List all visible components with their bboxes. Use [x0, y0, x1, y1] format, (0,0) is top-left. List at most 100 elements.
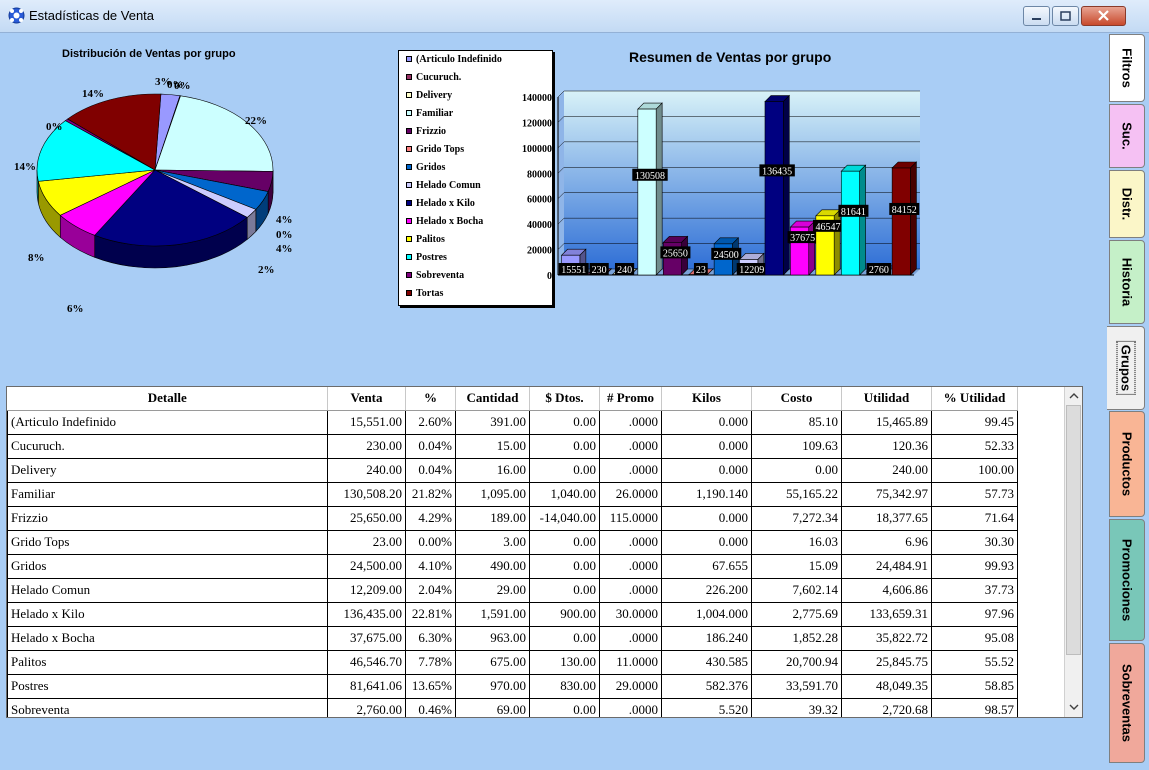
table-cell-detail[interactable]: Helado Comun: [7, 577, 328, 603]
tab-productos[interactable]: Productos: [1109, 411, 1145, 517]
table-cell[interactable]: 99.93: [931, 553, 1018, 579]
table-cell[interactable]: 15.09: [751, 553, 842, 579]
table-cell[interactable]: 11.0000: [599, 649, 662, 675]
table-cell[interactable]: 0.000: [661, 529, 752, 555]
table-row[interactable]: Palitos 46,546.70 7.78% 675.00 130.00 11.0000…: [7, 649, 1018, 675]
table-row[interactable]: Helado x Bocha 37,675.00 6.30% 963.00 0.00.0…: [7, 625, 1018, 651]
column-header[interactable]: Kilos: [661, 387, 752, 411]
table-cell[interactable]: .0000: [599, 625, 662, 651]
table-cell[interactable]: 4,606.86: [841, 577, 932, 603]
table-cell[interactable]: 26.0000: [599, 481, 662, 507]
table-cell[interactable]: 133,659.31: [841, 601, 932, 627]
table-cell[interactable]: 15,551.00: [327, 409, 406, 435]
table-cell[interactable]: 0.04%: [405, 433, 456, 459]
table-cell[interactable]: 37.73: [931, 577, 1018, 603]
table-cell[interactable]: 52.33: [931, 433, 1018, 459]
table-cell[interactable]: 0.46%: [405, 697, 456, 717]
table-cell-detail[interactable]: Delivery: [7, 457, 328, 483]
table-cell[interactable]: .0000: [599, 553, 662, 579]
table-cell[interactable]: 55,165.22: [751, 481, 842, 507]
table-cell[interactable]: 240.00: [327, 457, 406, 483]
table-cell[interactable]: 2,760.00: [327, 697, 406, 717]
vertical-scrollbar[interactable]: [1064, 387, 1082, 717]
table-cell[interactable]: 0.00: [529, 625, 600, 651]
table-cell[interactable]: 5.520: [661, 697, 752, 717]
table-cell[interactable]: .0000: [599, 457, 662, 483]
table-cell[interactable]: 1,040.00: [529, 481, 600, 507]
table-cell[interactable]: 16.00: [455, 457, 530, 483]
table-cell[interactable]: 0.00: [529, 529, 600, 555]
table-cell[interactable]: 0.000: [661, 505, 752, 531]
table-cell[interactable]: 67.655: [661, 553, 752, 579]
table-cell[interactable]: 30.30: [931, 529, 1018, 555]
table-cell[interactable]: 109.63: [751, 433, 842, 459]
table-cell-detail[interactable]: Grido Tops: [7, 529, 328, 555]
table-cell[interactable]: 7.78%: [405, 649, 456, 675]
scroll-up-icon[interactable]: [1069, 392, 1079, 400]
table-cell[interactable]: 240.00: [841, 457, 932, 483]
table-cell[interactable]: 12,209.00: [327, 577, 406, 603]
table-cell[interactable]: 57.73: [931, 481, 1018, 507]
table-cell[interactable]: 37,675.00: [327, 625, 406, 651]
table-cell[interactable]: 75,342.97: [841, 481, 932, 507]
table-row[interactable]: Helado x Kilo 136,435.00 22.81% 1,591.00 900…: [7, 601, 1018, 627]
table-row[interactable]: Delivery 240.00 0.04% 16.00 0.00.0000 0.000 0.…: [7, 457, 1018, 483]
tab-historia[interactable]: Historia: [1109, 240, 1145, 324]
tab-promociones[interactable]: Promociones: [1109, 519, 1145, 641]
column-header[interactable]: Venta: [327, 387, 406, 411]
table-cell[interactable]: 85.10: [751, 409, 842, 435]
table-cell[interactable]: 71.64: [931, 505, 1018, 531]
table-cell[interactable]: 6.30%: [405, 625, 456, 651]
column-header[interactable]: %: [405, 387, 456, 411]
table-cell-detail[interactable]: Frizzio: [7, 505, 328, 531]
table-cell[interactable]: 7,602.14: [751, 577, 842, 603]
table-cell[interactable]: 29.00: [455, 577, 530, 603]
table-cell[interactable]: 35,822.72: [841, 625, 932, 651]
table-cell[interactable]: 1,004.000: [661, 601, 752, 627]
table-cell[interactable]: .0000: [599, 697, 662, 717]
table-cell[interactable]: 55.52: [931, 649, 1018, 675]
table-cell[interactable]: 1,095.00: [455, 481, 530, 507]
table-cell[interactable]: 675.00: [455, 649, 530, 675]
table-cell[interactable]: 186.240: [661, 625, 752, 651]
table-cell[interactable]: 21.82%: [405, 481, 456, 507]
table-cell[interactable]: 58.85: [931, 673, 1018, 699]
column-header[interactable]: # Promo: [599, 387, 662, 411]
column-header[interactable]: Cantidad: [455, 387, 530, 411]
sales-table[interactable]: Detalle Venta% Cantidad $ Dtos. # Promo Kilos…: [6, 386, 1083, 718]
table-cell-detail[interactable]: Familiar: [7, 481, 328, 507]
table-cell[interactable]: 29.0000: [599, 673, 662, 699]
table-cell[interactable]: 2,720.68: [841, 697, 932, 717]
table-cell[interactable]: 0.00: [529, 433, 600, 459]
table-cell-detail[interactable]: Helado x Bocha: [7, 625, 328, 651]
table-cell[interactable]: 1,591.00: [455, 601, 530, 627]
table-cell[interactable]: 2.60%: [405, 409, 456, 435]
table-cell[interactable]: 20,700.94: [751, 649, 842, 675]
table-cell[interactable]: 120.36: [841, 433, 932, 459]
table-cell[interactable]: .0000: [599, 529, 662, 555]
tab-filtros[interactable]: Filtros: [1109, 34, 1145, 102]
table-cell[interactable]: 0.04%: [405, 457, 456, 483]
table-cell[interactable]: 15.00: [455, 433, 530, 459]
table-cell[interactable]: 0.00: [751, 457, 842, 483]
table-cell-detail[interactable]: Gridos: [7, 553, 328, 579]
tab-sobreventas[interactable]: Sobreventas: [1109, 643, 1145, 763]
table-cell[interactable]: 490.00: [455, 553, 530, 579]
table-cell[interactable]: 0.000: [661, 409, 752, 435]
table-cell[interactable]: 2,775.69: [751, 601, 842, 627]
table-cell[interactable]: 24,500.00: [327, 553, 406, 579]
table-cell[interactable]: 0.00%: [405, 529, 456, 555]
table-cell[interactable]: 830.00: [529, 673, 600, 699]
table-cell[interactable]: 39.32: [751, 697, 842, 717]
table-cell[interactable]: 33,591.70: [751, 673, 842, 699]
table-cell[interactable]: 1,190.140: [661, 481, 752, 507]
table-row[interactable]: (Articulo Indefinido 15,551.00 2.60% 391.00…: [7, 409, 1018, 435]
table-cell[interactable]: 16.03: [751, 529, 842, 555]
table-cell[interactable]: 95.08: [931, 625, 1018, 651]
table-cell[interactable]: 3.00: [455, 529, 530, 555]
table-cell[interactable]: 900.00: [529, 601, 600, 627]
column-header[interactable]: Utilidad: [841, 387, 932, 411]
table-cell[interactable]: 189.00: [455, 505, 530, 531]
table-cell[interactable]: 391.00: [455, 409, 530, 435]
table-row[interactable]: Sobreventa 2,760.00 0.46% 69.00 0.00.0000 5.5…: [7, 697, 1018, 717]
